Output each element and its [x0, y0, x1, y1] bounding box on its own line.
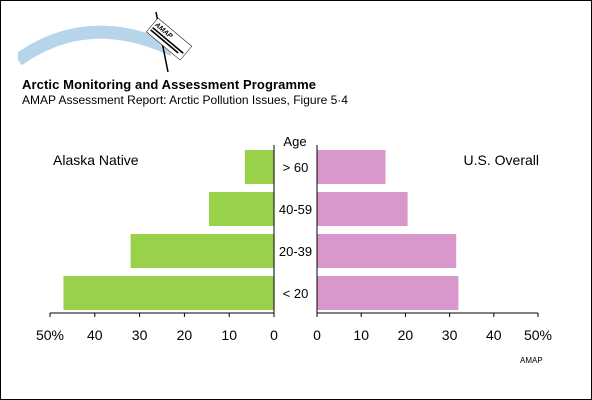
- age-axis-label: Age: [283, 134, 306, 149]
- bar-us-overall-2: [317, 234, 457, 268]
- tick-label-left-0: 50%: [36, 327, 64, 343]
- axes: [49, 145, 539, 317]
- bar-alaska-native-2: [130, 234, 274, 268]
- tick-label-right-0: 0: [313, 327, 321, 343]
- legend-alaska-native: Alaska Native: [53, 152, 139, 168]
- logo-arc-icon: [18, 25, 176, 66]
- tick-label-right-3: 30: [442, 327, 458, 343]
- tick-label-left-4: 10: [221, 327, 237, 343]
- bar-alaska-native-0: [244, 150, 274, 184]
- tick-label-left-3: 20: [177, 327, 193, 343]
- tick-labels: 50% 0 40 10 30 20 20 30 10 40 0 50%: [36, 327, 552, 343]
- bar-us-overall-0: [317, 150, 386, 184]
- tick-label-right-2: 20: [398, 327, 414, 343]
- tick-label-right-4: 40: [486, 327, 502, 343]
- bar-alaska-native-1: [209, 192, 274, 226]
- tick-label-left-1: 40: [87, 327, 103, 343]
- category-label-0: > 60: [283, 160, 309, 175]
- logo-flag-icon: AMAP: [146, 17, 193, 61]
- bars-us-overall: [317, 150, 459, 310]
- page-title: Arctic Monitoring and Assessment Program…: [22, 77, 317, 92]
- tick-label-right-5: 50%: [524, 327, 552, 343]
- credit-label: AMAP: [520, 356, 543, 365]
- category-labels: > 60 40-59 20-39 < 20: [279, 160, 312, 301]
- tick-label-left-5: 0: [270, 327, 278, 343]
- bar-us-overall-1: [317, 192, 408, 226]
- bars-alaska-native: [63, 150, 274, 310]
- category-label-1: 40-59: [279, 202, 312, 217]
- amap-logo: AMAP: [18, 12, 193, 73]
- tick-label-right-1: 10: [353, 327, 369, 343]
- bar-alaska-native-3: [63, 276, 274, 310]
- category-label-3: < 20: [283, 286, 309, 301]
- category-label-2: 20-39: [279, 244, 312, 259]
- bar-us-overall-3: [317, 276, 459, 310]
- page-subtitle: AMAP Assessment Report: Arctic Pollution…: [22, 93, 348, 107]
- legend-us-overall: U.S. Overall: [464, 152, 539, 168]
- tick-label-left-2: 30: [132, 327, 148, 343]
